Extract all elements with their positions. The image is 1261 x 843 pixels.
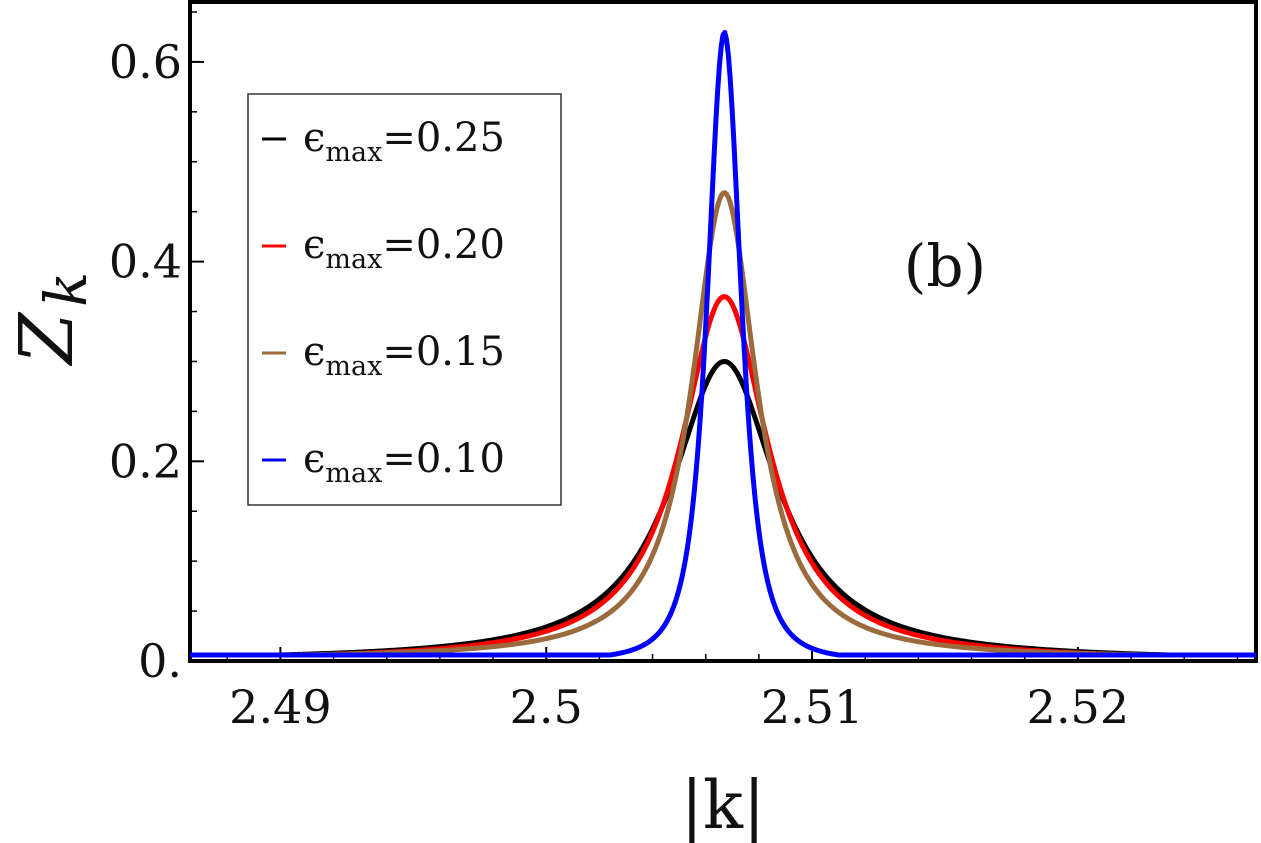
x-tick-label: 2.49 — [229, 680, 331, 734]
x-tick-label: 2.5 — [510, 680, 583, 734]
y-tick-label: 0.6 — [109, 35, 182, 89]
plot-frame — [188, 0, 1258, 663]
legend-label: ϵmax=0.20 — [303, 222, 505, 275]
x-tick-label: 2.52 — [1027, 680, 1129, 734]
series-lines — [189, 29, 1257, 658]
legend-label: ϵmax=0.25 — [303, 115, 505, 168]
svg-text:Zk: Zk — [4, 272, 100, 367]
y-axis-ticks: 0. 0.2 0.4 0.6 — [109, 11, 204, 688]
legend: ϵmax=0.25 ϵmax=0.20 ϵmax=0.15 ϵmax=0.10 — [247, 93, 562, 506]
y-tick-label: 0. — [138, 634, 182, 688]
series-line-3 — [189, 29, 1257, 658]
y-axis-title: Zk — [4, 272, 100, 367]
legend-label: ϵmax=0.10 — [303, 436, 505, 489]
legend-label: ϵmax=0.15 — [303, 329, 505, 382]
y-tick-label: 0.2 — [109, 434, 182, 488]
x-tick-label: 2.51 — [761, 680, 863, 734]
x-axis-title: |k| — [681, 767, 765, 843]
x-axis-ticks: 2.49 2.5 2.51 2.52 — [226, 647, 1239, 734]
y-tick-label: 0.4 — [109, 235, 182, 289]
y-axis-title-sub: k — [32, 272, 100, 307]
panel-annotation: (b) — [904, 232, 986, 300]
y-axis-title-main: Z — [4, 311, 90, 366]
legend-box — [247, 93, 562, 506]
